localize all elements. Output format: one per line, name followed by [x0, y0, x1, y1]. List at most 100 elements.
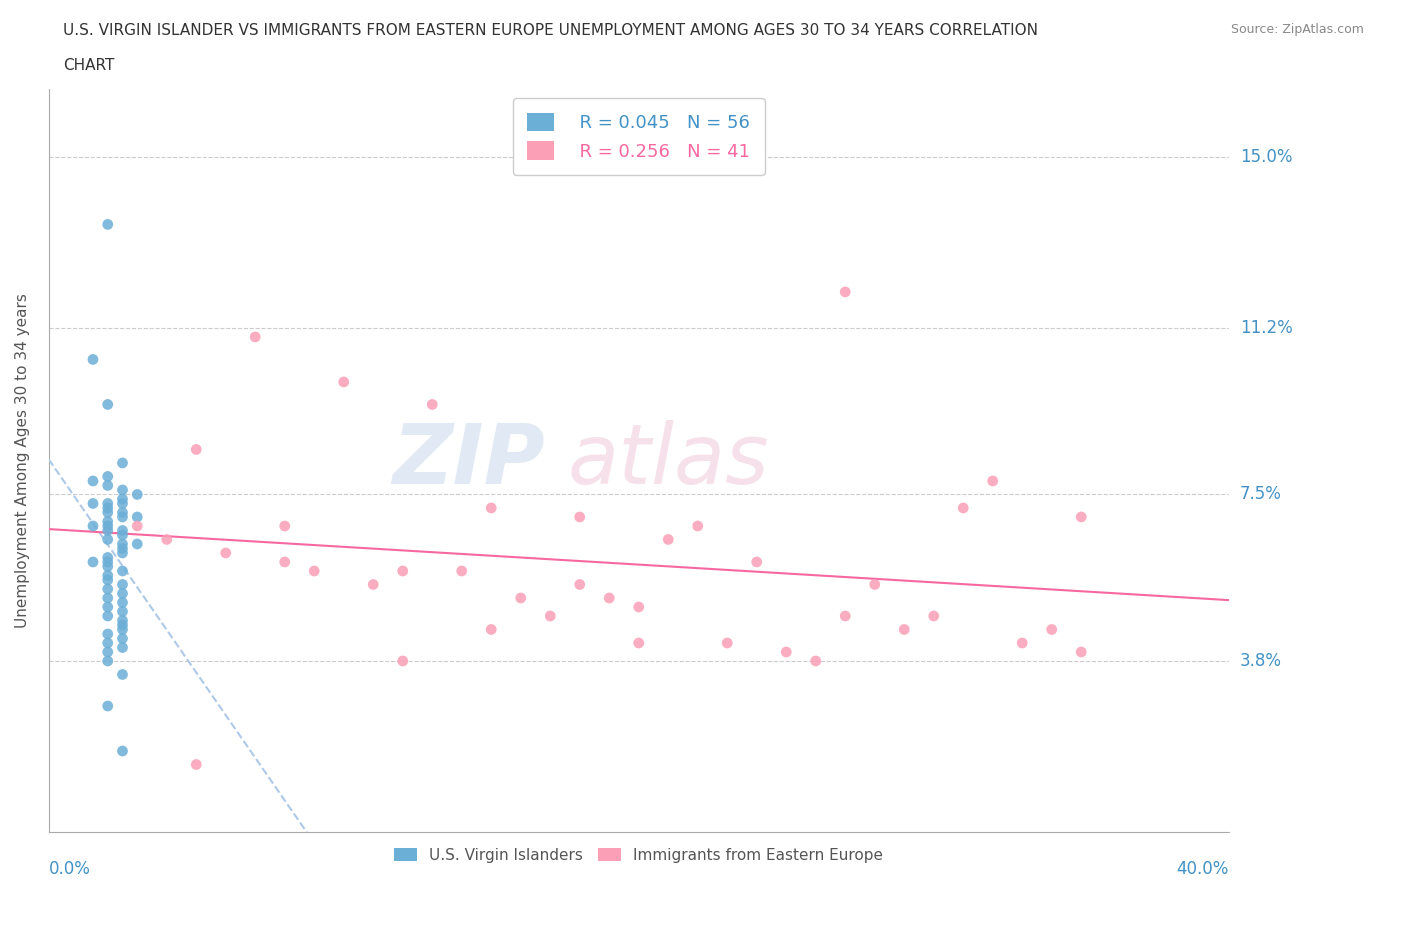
- Point: [245, 329, 267, 344]
- Point: [1040, 622, 1063, 637]
- Point: [686, 519, 709, 534]
- Point: [97, 581, 120, 596]
- Point: [97, 654, 120, 669]
- Point: [97, 554, 120, 569]
- Point: [97, 550, 120, 565]
- Point: [111, 541, 134, 556]
- Point: [111, 564, 134, 578]
- Point: [97, 397, 120, 412]
- Point: [111, 510, 134, 525]
- Point: [111, 523, 134, 538]
- Point: [97, 505, 120, 520]
- Point: [127, 537, 149, 551]
- Text: ZIP: ZIP: [392, 420, 544, 501]
- Point: [111, 527, 134, 542]
- Point: [97, 514, 120, 529]
- Point: [863, 577, 886, 591]
- Point: [97, 496, 120, 511]
- Text: atlas: atlas: [568, 420, 769, 501]
- Point: [111, 586, 134, 601]
- Point: [97, 573, 120, 588]
- Point: [186, 757, 208, 772]
- Point: [97, 644, 120, 659]
- Point: [111, 618, 134, 632]
- Point: [156, 532, 179, 547]
- Point: [97, 600, 120, 615]
- Point: [111, 483, 134, 498]
- Point: [834, 285, 856, 299]
- Point: [361, 577, 384, 591]
- Point: [111, 496, 134, 511]
- Point: [450, 564, 472, 578]
- Point: [716, 635, 738, 650]
- Point: [304, 564, 326, 578]
- Point: [97, 217, 120, 232]
- Point: [922, 608, 945, 623]
- Point: [82, 554, 104, 569]
- Text: 15.0%: 15.0%: [1240, 148, 1292, 166]
- Point: [97, 559, 120, 574]
- Point: [391, 564, 413, 578]
- Point: [97, 627, 120, 642]
- Point: [111, 456, 134, 471]
- Point: [97, 523, 120, 538]
- Point: [804, 654, 827, 669]
- Point: [111, 537, 134, 551]
- Point: [111, 667, 134, 682]
- Point: [657, 532, 679, 547]
- Text: 40.0%: 40.0%: [1177, 860, 1229, 878]
- Point: [97, 519, 120, 534]
- Point: [111, 595, 134, 610]
- Text: 3.8%: 3.8%: [1240, 652, 1282, 670]
- Point: [97, 608, 120, 623]
- Point: [479, 500, 502, 515]
- Point: [127, 510, 149, 525]
- Legend: U.S. Virgin Islanders, Immigrants from Eastern Europe: U.S. Virgin Islanders, Immigrants from E…: [388, 842, 890, 869]
- Point: [274, 554, 297, 569]
- Point: [111, 492, 134, 507]
- Point: [509, 591, 531, 605]
- Point: [111, 546, 134, 561]
- Point: [952, 500, 974, 515]
- Point: [82, 352, 104, 366]
- Point: [598, 591, 620, 605]
- Point: [627, 635, 650, 650]
- Text: 7.5%: 7.5%: [1240, 485, 1282, 503]
- Point: [111, 505, 134, 520]
- Point: [274, 519, 297, 534]
- Point: [111, 622, 134, 637]
- Text: CHART: CHART: [63, 58, 115, 73]
- Point: [186, 442, 208, 457]
- Point: [97, 532, 120, 547]
- Point: [745, 554, 768, 569]
- Point: [97, 478, 120, 493]
- Text: U.S. VIRGIN ISLANDER VS IMMIGRANTS FROM EASTERN EUROPE UNEMPLOYMENT AMONG AGES 3: U.S. VIRGIN ISLANDER VS IMMIGRANTS FROM …: [63, 23, 1038, 38]
- Point: [82, 496, 104, 511]
- Point: [981, 473, 1004, 488]
- Y-axis label: Unemployment Among Ages 30 to 34 years: Unemployment Among Ages 30 to 34 years: [15, 293, 30, 628]
- Point: [111, 744, 134, 759]
- Text: 11.2%: 11.2%: [1240, 319, 1292, 337]
- Point: [111, 613, 134, 628]
- Point: [420, 397, 443, 412]
- Point: [97, 469, 120, 484]
- Point: [834, 608, 856, 623]
- Point: [111, 577, 134, 591]
- Point: [391, 654, 413, 669]
- Point: [82, 519, 104, 534]
- Point: [568, 510, 591, 525]
- Point: [215, 546, 238, 561]
- Point: [1070, 644, 1092, 659]
- Point: [97, 500, 120, 515]
- Text: Source: ZipAtlas.com: Source: ZipAtlas.com: [1230, 23, 1364, 36]
- Point: [111, 640, 134, 655]
- Point: [893, 622, 915, 637]
- Point: [1070, 510, 1092, 525]
- Point: [479, 622, 502, 637]
- Point: [627, 600, 650, 615]
- Point: [568, 577, 591, 591]
- Point: [127, 519, 149, 534]
- Point: [538, 608, 561, 623]
- Point: [82, 473, 104, 488]
- Point: [97, 591, 120, 605]
